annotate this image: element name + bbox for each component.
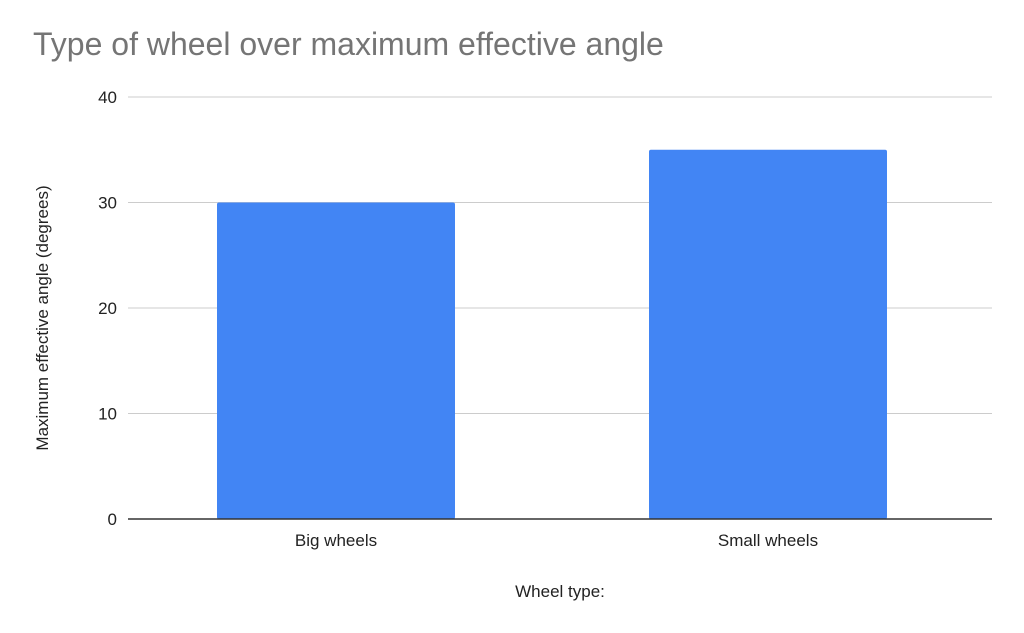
x-tick-label: Big wheels xyxy=(295,531,377,550)
bar xyxy=(217,202,455,519)
y-tick-label: 40 xyxy=(98,88,117,107)
bar xyxy=(649,149,887,519)
x-axis-title: Wheel type: xyxy=(515,582,605,601)
y-tick-label: 10 xyxy=(98,405,117,424)
x-tick-label: Small wheels xyxy=(718,531,818,550)
y-axis-title: Maximum effective angle (degrees) xyxy=(33,185,52,450)
y-tick-label: 30 xyxy=(98,194,117,213)
y-tick-label: 20 xyxy=(98,299,117,318)
y-tick-label: 0 xyxy=(108,510,117,529)
chart-title: Type of wheel over maximum effective ang… xyxy=(33,26,664,62)
